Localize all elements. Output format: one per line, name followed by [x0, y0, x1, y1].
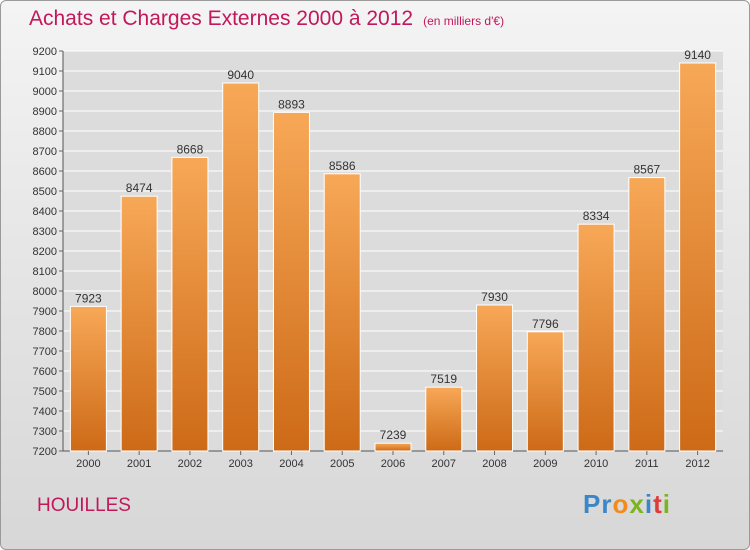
bar [120, 195, 158, 452]
bar [171, 156, 209, 452]
bar [374, 442, 412, 452]
bar [577, 223, 615, 452]
x-tick-label: 2006 [381, 458, 405, 470]
y-tick-label: 8000 [33, 286, 57, 298]
bar [476, 304, 514, 452]
x-tick-label: 2008 [482, 458, 506, 470]
bar [425, 386, 463, 452]
logo-letter: i [644, 489, 654, 519]
bar-value-label: 7930 [481, 290, 508, 304]
bar [69, 305, 107, 452]
bar [628, 177, 666, 452]
bar [272, 111, 310, 452]
x-tick-label: 2003 [228, 458, 252, 470]
bar-value-label: 9140 [684, 48, 711, 62]
y-tick-label: 8900 [33, 106, 57, 118]
bar [526, 331, 564, 452]
x-tick-label: 2002 [178, 458, 202, 470]
x-tick-label: 2004 [279, 458, 303, 470]
chart-subtitle: (en milliers d'€) [423, 14, 505, 28]
logo-letter: o [612, 489, 630, 519]
bar [222, 82, 260, 452]
y-tick-label: 7800 [33, 326, 57, 338]
y-tick-label: 8800 [33, 126, 57, 138]
bar-value-label: 8668 [177, 142, 204, 156]
y-tick-label: 8200 [33, 246, 57, 258]
x-tick-label: 2000 [76, 458, 100, 470]
x-tick-label: 2010 [584, 458, 608, 470]
bar-value-label: 8474 [126, 181, 153, 195]
bar-value-label: 9040 [227, 68, 254, 82]
y-tick-label: 7200 [33, 446, 57, 458]
y-tick-label: 8300 [33, 226, 57, 238]
y-tick-label: 7700 [33, 346, 57, 358]
chart-title: Achats et Charges Externes 2000 à 2012 [29, 7, 414, 30]
logo-letter: r [601, 489, 613, 519]
bar-value-label: 8334 [583, 209, 610, 223]
bar [679, 62, 717, 452]
x-tick-label: 2009 [533, 458, 557, 470]
bar-value-label: 8893 [278, 97, 305, 111]
y-tick-label: 7400 [33, 406, 57, 418]
y-tick-label: 9200 [33, 46, 57, 58]
commune-name: HOUILLES [37, 495, 131, 516]
x-tick-label: 2012 [685, 458, 709, 470]
bar-value-label: 8586 [329, 159, 356, 173]
y-tick-label: 8100 [33, 266, 57, 278]
y-tick-label: 8400 [33, 206, 57, 218]
y-tick-label: 9100 [33, 66, 57, 78]
proxiti-logo: Proxiti [583, 489, 671, 520]
y-tick-label: 7600 [33, 366, 57, 378]
bar-value-label: 7239 [380, 428, 407, 442]
y-tick-label: 7500 [33, 386, 57, 398]
chart-title-block: Achats et Charges Externes 2000 à 2012 (e… [29, 7, 504, 31]
bar [323, 173, 361, 452]
bar-value-label: 7519 [430, 372, 457, 386]
y-tick-label: 8700 [33, 146, 57, 158]
y-tick-label: 8500 [33, 186, 57, 198]
logo-letter: x [629, 489, 645, 519]
y-tick-label: 7900 [33, 306, 57, 318]
y-tick-label: 7300 [33, 426, 57, 438]
x-tick-label: 2011 [635, 458, 659, 470]
y-tick-label: 8600 [33, 166, 57, 178]
x-tick-label: 2005 [330, 458, 354, 470]
bar-value-label: 8567 [633, 163, 660, 177]
bar-value-label: 7923 [75, 291, 102, 305]
logo-letter: i [662, 489, 671, 519]
logo-letter: P [583, 489, 602, 519]
x-tick-label: 2007 [432, 458, 456, 470]
logo-letter: t [653, 489, 663, 519]
y-tick-label: 9000 [33, 86, 57, 98]
bar-value-label: 7796 [532, 317, 559, 331]
x-tick-label: 2001 [127, 458, 151, 470]
